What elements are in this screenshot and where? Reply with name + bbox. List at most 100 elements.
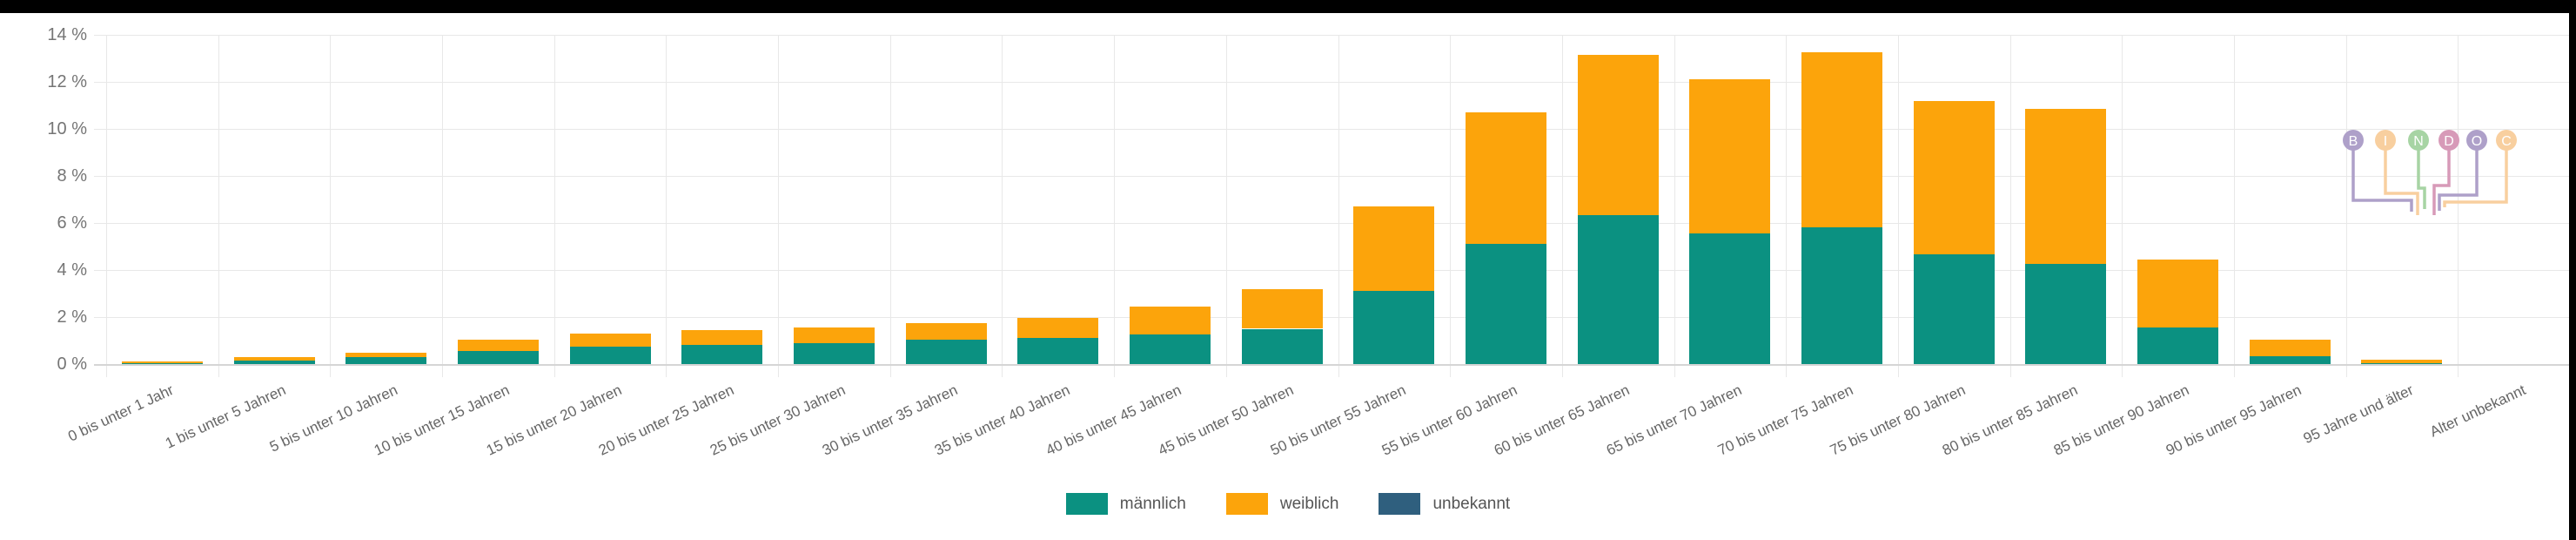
bar-segment-männlich[interactable]	[457, 351, 539, 364]
horizontal-gridline	[94, 270, 2570, 271]
bar-segment-männlich[interactable]	[1129, 334, 1211, 364]
bar-segment-weiblich[interactable]	[1913, 100, 1995, 255]
bar-segment-weiblich[interactable]	[1577, 54, 1659, 215]
bar-segment-männlich[interactable]	[1801, 227, 1883, 364]
vertical-gridline	[1114, 35, 1116, 377]
bar-segment-männlich[interactable]	[569, 346, 651, 364]
logo-connector-line	[2384, 150, 2419, 215]
y-axis-tick-label: 2 %	[57, 307, 87, 327]
bar-segment-weiblich[interactable]	[1129, 306, 1211, 335]
vertical-gridline	[553, 35, 555, 377]
bar-segment-männlich[interactable]	[1577, 214, 1659, 364]
bar-segment-männlich[interactable]	[1466, 244, 1547, 364]
bar-segment-männlich[interactable]	[121, 362, 203, 364]
y-axis-tick-label: 14 %	[47, 25, 87, 44]
logo-letter-circle-o	[2466, 130, 2487, 151]
bar-segment-weiblich[interactable]	[681, 329, 763, 346]
bar-segment-weiblich[interactable]	[121, 361, 203, 363]
y-axis-tick-label: 8 %	[57, 166, 87, 186]
bar-segment-männlich[interactable]	[1353, 291, 1435, 364]
horizontal-gridline	[94, 82, 2570, 83]
legend-swatch-weiblich	[1225, 493, 1268, 515]
bar-segment-männlich[interactable]	[345, 356, 427, 364]
horizontal-gridline	[94, 176, 2570, 177]
vertical-gridline	[106, 35, 107, 377]
logo-connector-line	[2443, 150, 2508, 207]
vertical-gridline	[2122, 35, 2123, 377]
bar-segment-weiblich[interactable]	[1353, 206, 1435, 292]
logo-connector-line	[2417, 150, 2426, 209]
vertical-gridline	[666, 35, 667, 377]
vertical-gridline	[778, 35, 780, 377]
horizontal-gridline	[94, 317, 2570, 318]
right-border-strip	[2569, 0, 2576, 540]
bar-segment-weiblich[interactable]	[793, 327, 875, 343]
chart-legend: männlich weiblich unbekannt	[0, 493, 2576, 515]
logo-connector-line	[2438, 150, 2479, 211]
bar-segment-männlich[interactable]	[905, 339, 987, 364]
legend-label: weiblich	[1279, 494, 1339, 513]
legend-item-weiblich[interactable]: weiblich	[1225, 493, 1339, 515]
legend-swatch-unbekannt	[1379, 493, 1421, 515]
bar-segment-männlich[interactable]	[1241, 328, 1323, 364]
horizontal-gridline	[94, 223, 2570, 224]
logo-letter-o: O	[2472, 134, 2482, 149]
bar-segment-männlich[interactable]	[233, 360, 315, 364]
logo-connector-line	[2351, 150, 2413, 212]
y-axis-tick-label: 6 %	[57, 213, 87, 233]
bar-segment-männlich[interactable]	[793, 342, 875, 364]
vertical-gridline	[218, 35, 219, 377]
logo-letter-circle-n	[2408, 130, 2429, 151]
bar-segment-weiblich[interactable]	[1017, 318, 1099, 339]
y-axis-tick-label: 10 %	[47, 119, 87, 138]
legend-item-unbekannt[interactable]: unbekannt	[1379, 493, 1510, 515]
vertical-gridline	[889, 35, 891, 377]
y-axis-tick-label: 0 %	[57, 354, 87, 374]
bar-segment-weiblich[interactable]	[2025, 109, 2107, 265]
bar-segment-weiblich[interactable]	[233, 356, 315, 361]
horizontal-gridline	[94, 35, 2570, 36]
x-axis-tick-label: 0 bis unter 1 Jahr	[65, 381, 177, 445]
bar-segment-weiblich[interactable]	[1466, 112, 1547, 245]
bar-segment-weiblich[interactable]	[2137, 259, 2219, 328]
logo-letter-i: I	[2384, 134, 2387, 149]
vertical-gridline	[1897, 35, 1899, 377]
bar-segment-männlich[interactable]	[2137, 327, 2219, 364]
vertical-gridline	[442, 35, 444, 377]
vertical-gridline	[1786, 35, 1788, 377]
bar-segment-weiblich[interactable]	[905, 322, 987, 340]
bar-segment-weiblich[interactable]	[2249, 339, 2331, 356]
vertical-gridline	[1338, 35, 1339, 377]
legend-label: männlich	[1119, 494, 1186, 513]
bar-segment-weiblich[interactable]	[1689, 79, 1771, 234]
vertical-gridline	[1002, 35, 1003, 377]
vertical-gridline	[1450, 35, 1452, 377]
bar-segment-männlich[interactable]	[1689, 233, 1771, 364]
vertical-gridline	[2233, 35, 2235, 377]
bar-segment-weiblich[interactable]	[2361, 359, 2443, 363]
y-axis-tick-label: 12 %	[47, 72, 87, 91]
bar-segment-weiblich[interactable]	[345, 352, 427, 357]
vertical-gridline	[2345, 35, 2347, 377]
y-axis-tick-label: 4 %	[57, 260, 87, 280]
bar-segment-männlich[interactable]	[1913, 254, 1995, 364]
vertical-gridline	[330, 35, 332, 377]
logo-letter-n: N	[2413, 134, 2424, 149]
logo-letter-b: B	[2349, 134, 2358, 149]
bar-segment-weiblich[interactable]	[1241, 288, 1323, 329]
bar-segment-männlich[interactable]	[681, 345, 763, 364]
legend-swatch-männlich	[1065, 493, 1108, 515]
bar-segment-weiblich[interactable]	[1801, 52, 1883, 228]
logo-letter-d: D	[2444, 134, 2454, 149]
bar-segment-weiblich[interactable]	[569, 333, 651, 347]
bar-segment-weiblich[interactable]	[457, 339, 539, 352]
bar-segment-männlich[interactable]	[2361, 362, 2443, 364]
bar-segment-männlich[interactable]	[2025, 264, 2107, 364]
legend-item-männlich[interactable]: männlich	[1065, 493, 1186, 515]
x-axis-line	[94, 364, 2570, 366]
bar-segment-männlich[interactable]	[2249, 355, 2331, 364]
bar-segment-männlich[interactable]	[1017, 338, 1099, 364]
logo-letter-circle-c	[2496, 130, 2517, 151]
